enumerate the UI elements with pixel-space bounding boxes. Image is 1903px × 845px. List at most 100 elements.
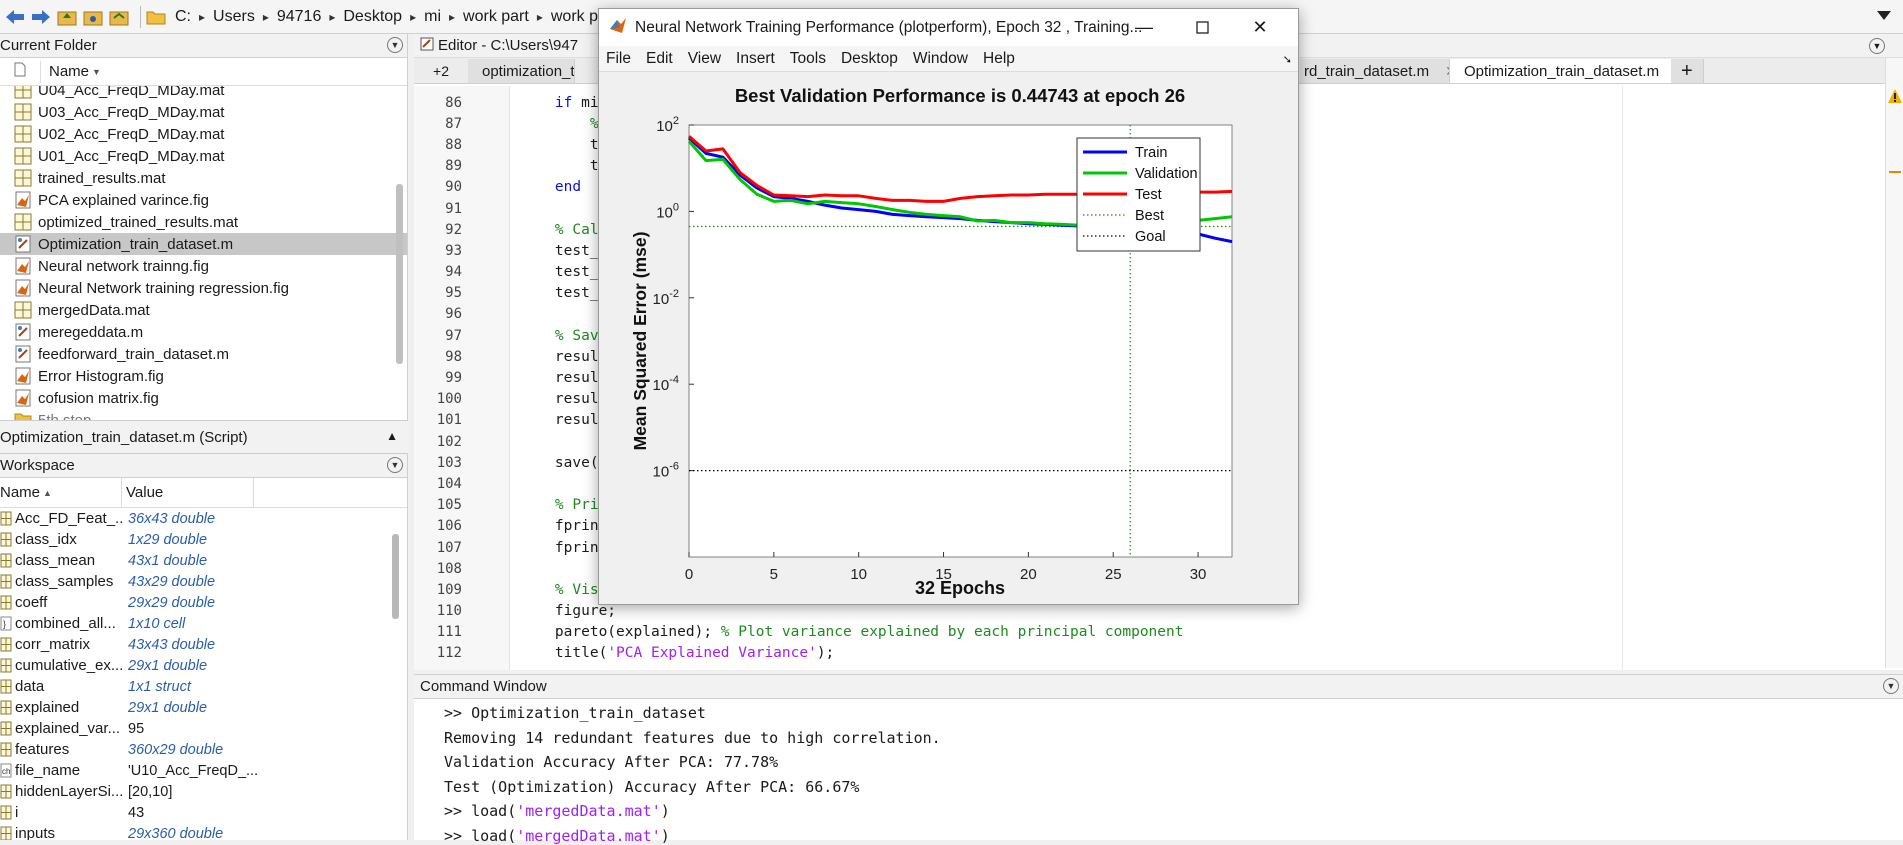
crumb-sep-icon[interactable]: ▸ <box>410 9 417 24</box>
browse-folder-icon[interactable] <box>82 6 104 28</box>
panel-menu-icon[interactable]: ▼ <box>387 457 403 473</box>
file-row[interactable]: Optimization_train_dataset.m <box>0 233 407 255</box>
variable-row[interactable]: inputs 29x360 double <box>0 823 407 840</box>
menu-help[interactable]: Help <box>983 49 1015 67</box>
hidden-tabs-badge[interactable]: +2 <box>433 62 449 79</box>
variable-row[interactable]: cumulative_ex... 29x1 double <box>0 655 407 676</box>
menu-view[interactable]: View <box>687 49 722 67</box>
variable-value: 95 <box>128 720 145 737</box>
crumb-sep-icon[interactable]: ▸ <box>199 9 206 24</box>
new-tab-button[interactable]: + <box>1671 59 1704 83</box>
variable-row[interactable]: coeff 29x29 double <box>0 592 407 613</box>
variable-row[interactable]: } combined_all... 1x10 cell <box>0 613 407 634</box>
menu-desktop[interactable]: Desktop <box>840 49 898 67</box>
file-row[interactable]: Neural Network training regression.fig <box>0 277 407 299</box>
file-row[interactable]: Error Histogram.fig <box>0 365 407 387</box>
code-line[interactable]: 111 pareto(explained); % Plot variance e… <box>414 622 1874 643</box>
tab-feedforward[interactable]: rd_train_dataset.m ✕ <box>1300 59 1450 83</box>
code-line[interactable]: 102 <box>414 431 1874 452</box>
file-row[interactable]: U04_Acc_FreqD_MDay.mat <box>0 86 407 101</box>
dock-arrow-icon[interactable]: ➘ <box>1282 54 1292 66</box>
crumb-sep-icon[interactable]: ▸ <box>536 9 543 24</box>
crumb-4[interactable]: mi <box>424 7 441 25</box>
menu-insert[interactable]: Insert <box>736 49 775 67</box>
file-row[interactable]: cofusion matrix.fig <box>0 387 407 409</box>
code-line[interactable]: 91 <box>414 198 1874 219</box>
crumb-sep-icon[interactable]: ▸ <box>329 9 336 24</box>
panel-menu-icon[interactable]: ▼ <box>1883 678 1899 694</box>
figure-title-bar[interactable]: Neural Network Training Performance (plo… <box>599 9 1298 46</box>
menu-tools[interactable]: Tools <box>789 49 826 67</box>
variable-row[interactable]: class_samples 43x29 double <box>0 571 407 592</box>
command-window[interactable]: Command Window ▼ >> Optimization_train_d… <box>414 674 1903 845</box>
variable-row[interactable]: corr_matrix 43x43 double <box>0 634 407 655</box>
file-row[interactable]: PCA explained varince.fig <box>0 189 407 211</box>
crumb-sep-icon[interactable]: ▸ <box>449 9 456 24</box>
variable-row[interactable]: i 43 <box>0 802 407 823</box>
warning-marker[interactable] <box>1889 171 1901 173</box>
crumb-sep-icon[interactable]: ▸ <box>262 9 269 24</box>
code-line[interactable]: 96 <box>414 304 1874 325</box>
variable-row[interactable]: features 360x29 double <box>0 739 407 760</box>
variable-row[interactable]: data 1x1 struct <box>0 676 407 697</box>
menu-edit[interactable]: Edit <box>645 49 673 67</box>
variable-row[interactable]: explained_var... 95 <box>0 718 407 739</box>
folder-history-icon[interactable] <box>108 6 130 28</box>
forward-arrow-icon[interactable] <box>30 6 52 28</box>
workspace-scrollbar[interactable] <box>392 534 399 619</box>
file-row[interactable]: optimized_trained_results.mat <box>0 211 407 233</box>
editor-collapse-icon[interactable]: ▼ <box>1869 38 1885 54</box>
close-tab-icon[interactable]: ✕ <box>1445 63 1449 80</box>
tab-optimization-train-dataset[interactable]: Optimization_train_dataset.m ✕ <box>1450 59 1702 83</box>
warning-icon[interactable] <box>1887 88 1903 104</box>
file-row[interactable]: U02_Acc_FreqD_MDay.mat <box>0 123 407 145</box>
file-row[interactable]: trained_results.mat <box>0 167 407 189</box>
tab-optimization-trai[interactable]: optimization_trai <box>468 59 575 83</box>
file-row[interactable]: feedforward_train_dataset.m <box>0 343 407 365</box>
code-line[interactable]: 90 end <box>414 177 1874 198</box>
code-line[interactable]: 108 <box>414 558 1874 579</box>
minimize-button[interactable]: — <box>1135 17 1153 37</box>
address-dropdown-icon[interactable] <box>1877 8 1891 25</box>
crumb-3[interactable]: Desktop <box>343 7 403 25</box>
variable-row[interactable]: class_idx 1x29 double <box>0 529 407 550</box>
figure-file-icon <box>14 191 32 209</box>
crumb-1[interactable]: Users <box>213 7 255 25</box>
code-line[interactable]: 103 save('o <box>414 452 1874 473</box>
variable-row[interactable]: hiddenLayerSi... [20,10] <box>0 781 407 802</box>
workspace-value-header[interactable]: Value <box>126 484 164 501</box>
file-row[interactable]: U03_Acc_FreqD_MDay.mat <box>0 101 407 123</box>
up-folder-icon[interactable] <box>56 6 78 28</box>
file-row[interactable]: 5th step <box>0 409 407 420</box>
crumb-5[interactable]: work part <box>463 7 529 25</box>
chart-legend[interactable]: Train Validation Test Best Goal <box>1076 137 1201 252</box>
code-line[interactable]: 104 <box>414 473 1874 494</box>
variable-row[interactable]: ch file_name 'U10_Acc_FreqD_... <box>0 760 407 781</box>
variable-row[interactable]: Acc_FD_Feat_... 36x43 double <box>0 508 407 529</box>
close-window-button[interactable]: ✕ <box>1252 17 1268 37</box>
crumb-6[interactable]: work p <box>550 7 598 25</box>
column-select-icon[interactable] <box>14 62 26 81</box>
file-row[interactable]: meregeddata.m <box>0 321 407 343</box>
file-row[interactable]: U01_Acc_FreqD_MDay.mat <box>0 145 407 167</box>
svg-text:}: } <box>3 619 6 629</box>
workspace-name-header[interactable]: Name <box>0 484 41 501</box>
code-line[interactable]: 110 figure; <box>414 601 1874 622</box>
back-arrow-icon[interactable] <box>4 6 26 28</box>
code-line[interactable]: 112 title('PCA Explained Variance'); <box>414 643 1874 664</box>
panel-menu-icon[interactable]: ▼ <box>387 37 403 53</box>
variable-row[interactable]: explained 29x1 double <box>0 697 407 718</box>
crumb-0[interactable]: C: <box>175 7 191 25</box>
folder-scrollbar[interactable] <box>396 184 403 364</box>
file-row[interactable]: mergedData.mat <box>0 299 407 321</box>
crumb-2[interactable]: 94716 <box>276 7 322 25</box>
menu-file[interactable]: File <box>606 49 631 67</box>
name-column-header[interactable]: Name <box>49 63 90 80</box>
maximize-button[interactable] <box>1173 9 1231 46</box>
code-line[interactable]: 86 if min_ <box>414 92 1874 113</box>
details-collapse-icon[interactable]: ▲ <box>386 429 398 443</box>
variable-row[interactable]: class_mean 43x1 double <box>0 550 407 571</box>
file-row[interactable]: Neural network trainng.fig <box>0 255 407 277</box>
num-variable-icon <box>0 826 12 840</box>
menu-window[interactable]: Window <box>912 49 968 67</box>
